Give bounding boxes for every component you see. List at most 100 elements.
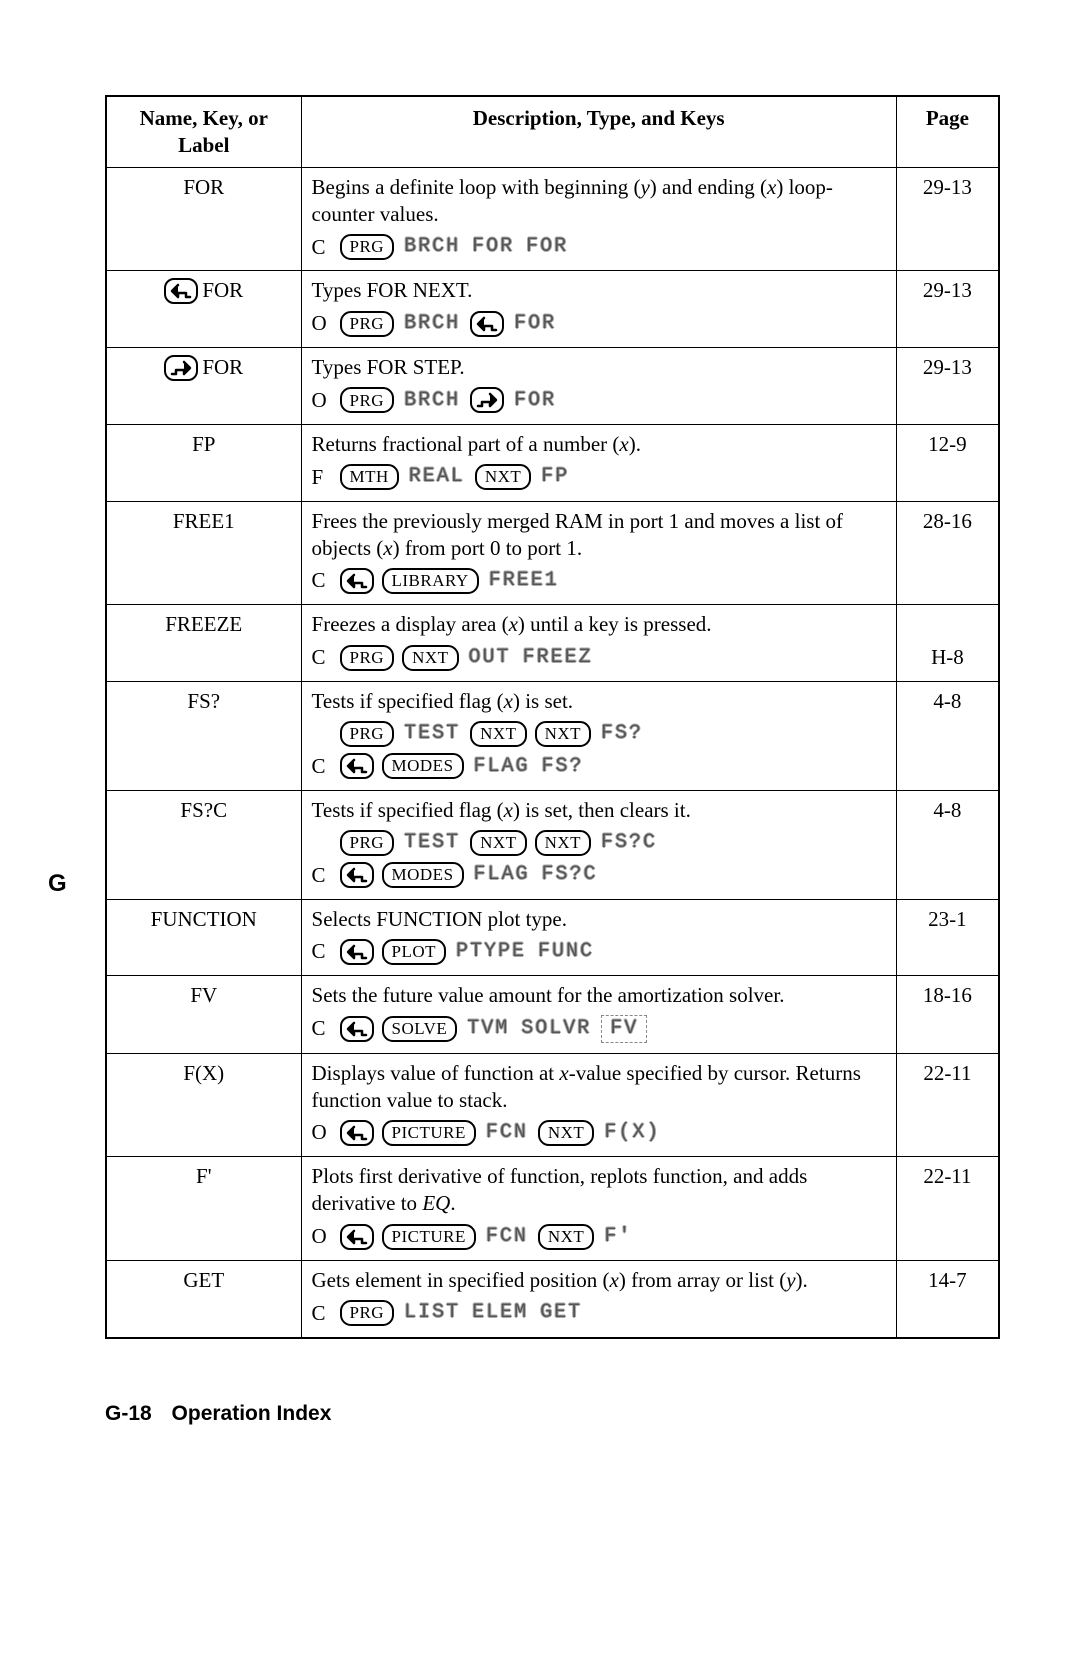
hard-key: PRG — [340, 234, 395, 260]
key-sequence: CSOLVETVMSOLVRFV — [312, 1015, 886, 1043]
hard-key: NXT — [402, 645, 458, 671]
table-row: FREEZE Freezes a display area (x) until a… — [106, 605, 999, 682]
soft-label: FREE1 — [487, 568, 561, 594]
page-ref: 28-16 — [896, 501, 999, 605]
hard-key: MTH — [340, 464, 399, 490]
hard-key: PICTURE — [382, 1120, 476, 1146]
hard-key: PICTURE — [382, 1224, 476, 1250]
hard-key: LIBRARY — [382, 568, 479, 594]
shift-left-key — [340, 568, 374, 594]
entry-name: FUNCTION — [151, 907, 257, 931]
soft-label: FOR — [512, 311, 558, 337]
entry-name: GET — [183, 1268, 224, 1292]
soft-label: FLAG — [472, 862, 532, 888]
entry-name: FOR — [183, 175, 224, 199]
operation-index-table: Name, Key, or Label Description, Type, a… — [105, 95, 1000, 1339]
soft-label: REAL — [407, 464, 467, 490]
table-row: FREE1 Frees the previously merged RAM in … — [106, 501, 999, 605]
page-ref: 4-8 — [896, 790, 999, 899]
key-sequence: CLIBRARYFREE1 — [312, 567, 886, 594]
soft-label: FCN — [484, 1224, 530, 1250]
soft-label: FS? — [540, 754, 586, 780]
shift-right-key — [164, 355, 198, 381]
key-sequence: C MODES FLAG FS?C — [312, 862, 886, 889]
hard-key: NXT — [535, 721, 591, 747]
hard-key: NXT — [470, 830, 526, 856]
table-row: FVSets the future value amount for the a… — [106, 976, 999, 1053]
hard-key: SOLVE — [382, 1016, 458, 1042]
shift-left-key — [470, 311, 504, 337]
soft-label: F(X) — [602, 1120, 662, 1146]
entry-name: FS?C — [180, 798, 227, 822]
description-text: Freezes a display area (x) until a key i… — [312, 611, 886, 638]
entry-name: F(X) — [183, 1061, 224, 1085]
key-sequence: OPRGBRCHFOR — [312, 387, 886, 414]
soft-label: SOLVR — [519, 1016, 593, 1042]
page-ref: 4-8 — [896, 682, 999, 791]
col-header-name: Name, Key, or Label — [106, 96, 301, 167]
soft-label-boxed: FV — [601, 1015, 647, 1043]
table-row: FS?CTests if specified flag (x) is set, … — [106, 790, 999, 899]
soft-label: BRCH — [402, 388, 462, 414]
soft-label: GET — [538, 1300, 584, 1326]
table-row: FS?Tests if specified flag (x) is set.PR… — [106, 682, 999, 791]
table-row: FORTypes FOR STEP.OPRGBRCHFOR29-13 — [106, 348, 999, 425]
type-prefix: C — [312, 862, 332, 889]
description-text: Types FOR NEXT. — [312, 277, 886, 304]
key-sequence: CPRGLISTELEMGET — [312, 1300, 886, 1327]
key-sequence: OPICTUREFCNNXTF' — [312, 1223, 886, 1250]
hard-key: NXT — [538, 1224, 594, 1250]
soft-label: ELEM — [470, 1300, 530, 1326]
hard-key: PRG — [340, 387, 395, 413]
hard-key: NXT — [535, 830, 591, 856]
entry-name: FV — [190, 983, 217, 1007]
table-row: FORBegins a definite loop with beginning… — [106, 167, 999, 271]
key-sequence: CPRGNXTOUTFREEZ — [312, 644, 886, 671]
type-prefix: O — [312, 310, 332, 337]
soft-label: FOR — [512, 388, 558, 414]
footer-page-number: G-18 — [105, 1402, 152, 1425]
shift-right-key — [470, 387, 504, 413]
page-ref: 22-11 — [896, 1053, 999, 1157]
entry-name: FS? — [187, 689, 220, 713]
soft-label: FP — [539, 464, 571, 490]
entry-name: FREEZE — [165, 612, 242, 636]
soft-label: FS?C — [540, 862, 600, 888]
hard-key: PRG — [340, 645, 395, 671]
table-row: F'Plots first derivative of function, re… — [106, 1157, 999, 1261]
table-row: F(X) Displays value of function at x-valu… — [106, 1053, 999, 1157]
key-sequence: PRG TEST NXT NXT FS?C — [312, 830, 886, 856]
page-ref: H-8 — [896, 605, 999, 682]
hard-key: PLOT — [382, 939, 447, 965]
shift-left-key — [340, 1016, 374, 1042]
side-letter: G — [48, 870, 67, 898]
hard-key: MODES — [382, 862, 464, 888]
soft-label: BRCH — [402, 311, 462, 337]
type-prefix: C — [312, 938, 332, 965]
page-ref: 29-13 — [896, 167, 999, 271]
description-text: Returns fractional part of a number (x). — [312, 431, 886, 458]
soft-label: FLAG — [472, 754, 532, 780]
shift-left-key — [340, 1120, 374, 1146]
key-sequence: CMODESFLAGFS? — [312, 753, 886, 780]
type-prefix: C — [312, 1300, 332, 1327]
col-header-desc: Description, Type, and Keys — [301, 96, 896, 167]
type-prefix: C — [312, 753, 332, 780]
description-text: Gets element in specified position (x) f… — [312, 1267, 886, 1294]
key-sequence: PRGTESTNXTNXTFS? — [312, 721, 886, 747]
key-sequence: FMTHREALNXTFP — [312, 464, 886, 491]
entry-name: FOR — [164, 354, 243, 381]
page-ref: 29-13 — [896, 271, 999, 348]
description-text: Frees the previously merged RAM in port … — [312, 508, 886, 562]
description-text: Displays value of function at x-value sp… — [312, 1060, 886, 1114]
key-sequence: OPICTUREFCNNXTF(X) — [312, 1119, 886, 1146]
page-ref: 14-7 — [896, 1260, 999, 1337]
hard-key: PRG — [340, 830, 395, 856]
type-prefix: O — [312, 1119, 332, 1146]
soft-label: TEST — [402, 830, 462, 856]
key-sequence: CPRGBRCHFORFOR — [312, 234, 886, 261]
entry-name: FP — [192, 432, 215, 456]
shift-left-key — [340, 862, 374, 888]
soft-label: FS?C — [599, 830, 659, 856]
description-text: Plots first derivative of function, repl… — [312, 1163, 886, 1217]
